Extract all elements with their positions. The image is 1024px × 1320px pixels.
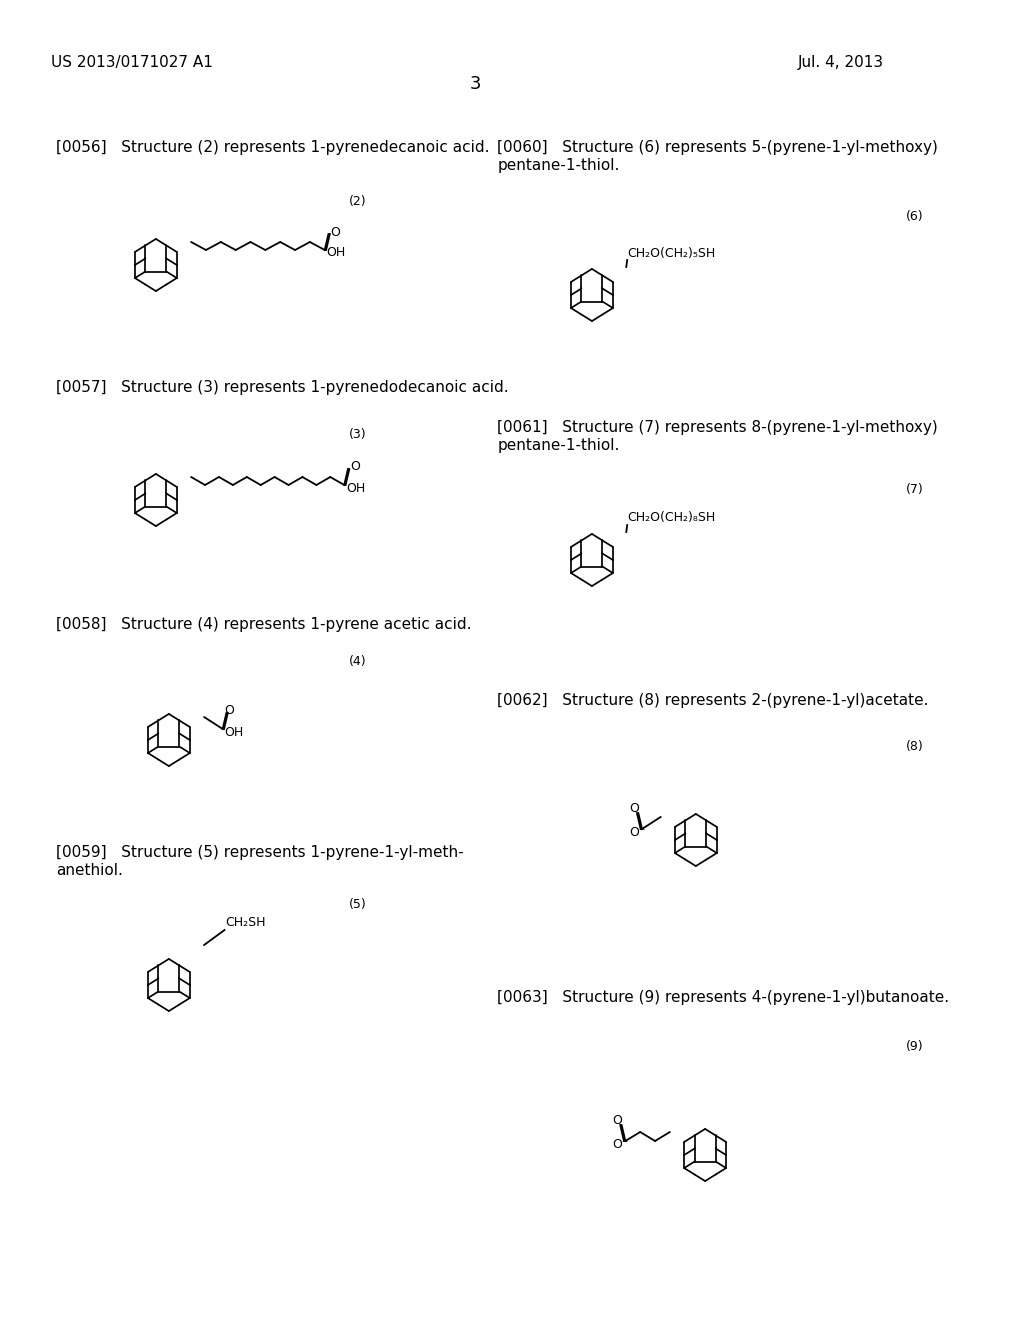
Text: [0063]   Structure (9) represents 4-(pyrene-1-yl)butanoate.: [0063] Structure (9) represents 4-(pyren… (498, 990, 949, 1005)
Text: US 2013/0171027 A1: US 2013/0171027 A1 (51, 55, 213, 70)
Text: (3): (3) (349, 428, 367, 441)
Text: CH₂O(CH₂)₅SH: CH₂O(CH₂)₅SH (627, 247, 716, 260)
Text: Jul. 4, 2013: Jul. 4, 2013 (798, 55, 884, 70)
Text: [0059]   Structure (5) represents 1-pyrene-1-yl-meth-: [0059] Structure (5) represents 1-pyrene… (55, 845, 463, 861)
Text: CH₂O(CH₂)₈SH: CH₂O(CH₂)₈SH (627, 511, 716, 524)
Text: (6): (6) (905, 210, 924, 223)
Text: (9): (9) (905, 1040, 924, 1053)
Text: (4): (4) (349, 655, 367, 668)
Text: [0062]   Structure (8) represents 2-(pyrene-1-yl)acetate.: [0062] Structure (8) represents 2-(pyren… (498, 693, 929, 708)
Text: O⁻: O⁻ (612, 1138, 629, 1151)
Text: O⁻: O⁻ (629, 826, 645, 840)
Text: 3: 3 (469, 75, 481, 92)
Text: OH: OH (224, 726, 244, 738)
Text: [0061]   Structure (7) represents 8-(pyrene-1-yl-methoxy): [0061] Structure (7) represents 8-(pyren… (498, 420, 938, 436)
Text: O: O (612, 1114, 623, 1127)
Text: (5): (5) (349, 898, 367, 911)
Text: pentane-1-thiol.: pentane-1-thiol. (498, 438, 620, 453)
Text: OH: OH (327, 247, 346, 260)
Text: (7): (7) (905, 483, 924, 496)
Text: O: O (331, 226, 340, 239)
Text: [0057]   Structure (3) represents 1-pyrenedodecanoic acid.: [0057] Structure (3) represents 1-pyrene… (55, 380, 508, 395)
Text: O: O (629, 803, 639, 816)
Text: [0056]   Structure (2) represents 1-pyrenedecanoic acid.: [0056] Structure (2) represents 1-pyrene… (55, 140, 489, 154)
Text: OH: OH (346, 482, 366, 495)
Text: (2): (2) (349, 195, 367, 209)
Text: anethiol.: anethiol. (55, 863, 123, 878)
Text: CH₂SH: CH₂SH (225, 916, 266, 929)
Text: pentane-1-thiol.: pentane-1-thiol. (498, 158, 620, 173)
Text: O: O (224, 705, 234, 718)
Text: O: O (350, 461, 359, 474)
Text: [0060]   Structure (6) represents 5-(pyrene-1-yl-methoxy): [0060] Structure (6) represents 5-(pyren… (498, 140, 938, 154)
Text: (8): (8) (905, 741, 924, 752)
Text: [0058]   Structure (4) represents 1-pyrene acetic acid.: [0058] Structure (4) represents 1-pyrene… (55, 616, 471, 632)
